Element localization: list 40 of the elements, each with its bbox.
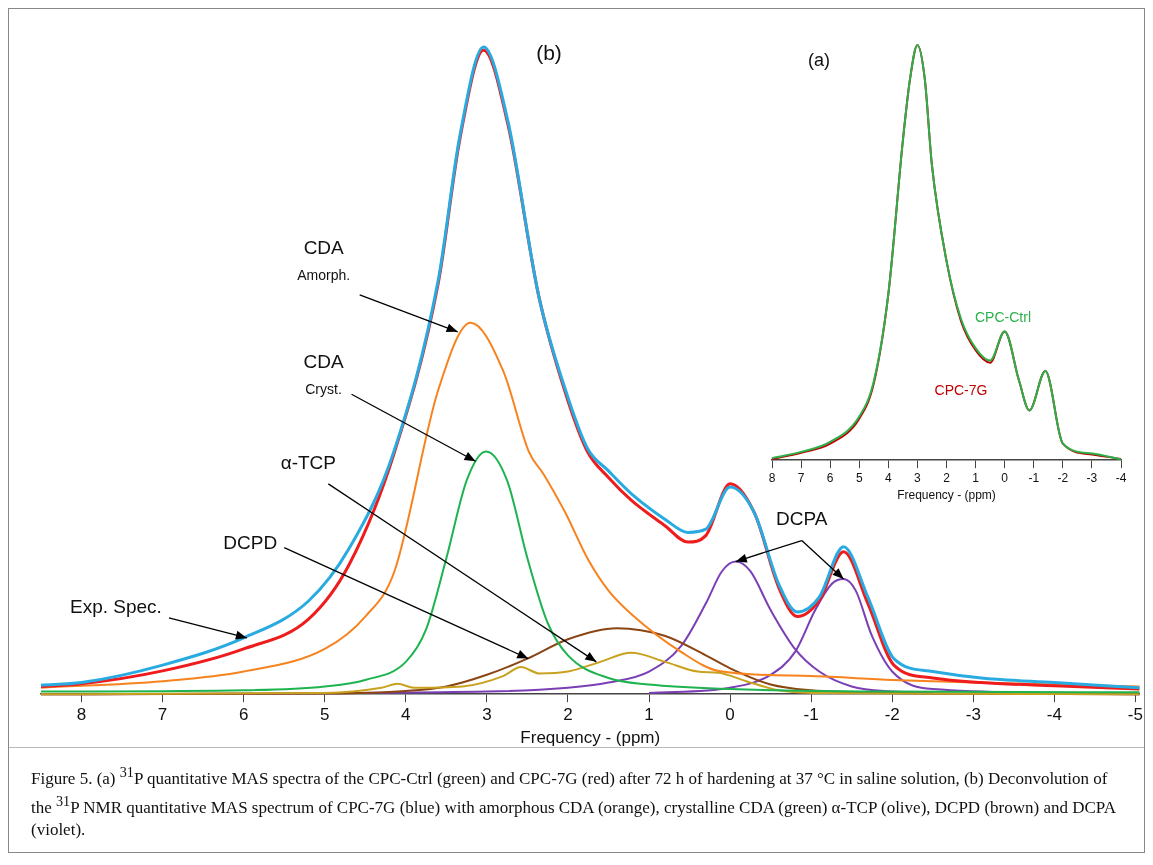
x-tick-label: 3 — [482, 705, 492, 725]
x-tick-label: -3 — [1086, 470, 1098, 485]
x-tick-label: 5 — [855, 470, 863, 485]
x-tick-label: 0 — [1001, 470, 1009, 485]
x-tick-label: 1 — [644, 705, 654, 725]
x-tick-label: -3 — [965, 705, 981, 725]
x-tick-label: 7 — [157, 705, 168, 725]
x-tick-label: 8 — [76, 705, 87, 725]
annotation: α-TCP — [280, 452, 336, 474]
x-tick-label: -1 — [1028, 470, 1040, 485]
x-tick-label: 4 — [884, 470, 892, 485]
series-label: CPC-Ctrl — [975, 308, 1031, 325]
x-tick-label: -4 — [1115, 470, 1127, 485]
text: Figure 5. (a) $^{31}$P quantitative MAS spectra of the CPC-Ctrl (green) and CPC-7G (red) after 72 h of hardening at 37 °C in saline solution, (b) Deconvolution of the $^{31}$P NMR quantitative MAS spectrum of CPC-7G (blue) with amorphous CDA (orange), crystalline CDA (green) α-TCP (olive), DCPD (brown) and DCPA (violet). — [31, 764, 1116, 840]
x-tick-label: 1 — [972, 470, 980, 485]
x-tick-label: -1 — [803, 705, 819, 725]
annotation: CDA Amorph. — [297, 237, 351, 283]
annotation: (b) — [536, 40, 562, 64]
annotation: (a) — [808, 49, 830, 70]
x-tick-label: 4 — [401, 705, 411, 725]
annotation: Exp. Spec. — [69, 596, 162, 618]
x-tick-label: 5 — [320, 705, 330, 725]
x-tick-label: -2 — [1057, 470, 1069, 485]
x-tick-label: -5 — [1127, 705, 1143, 725]
x-axis-title: Frequency - (ppm) — [897, 488, 996, 503]
annotation: CDA Cryst. — [303, 351, 344, 398]
x-tick-label: 8 — [768, 470, 776, 485]
x-tick-label: -2 — [884, 705, 900, 725]
x-tick-label: 0 — [725, 705, 735, 725]
x-tick-label: 3 — [914, 470, 922, 485]
x-tick-label: 6 — [826, 470, 834, 485]
x-tick-label: -4 — [1046, 705, 1062, 725]
x-tick-label: 2 — [943, 470, 951, 485]
annotation: DCPA — [776, 507, 828, 529]
x-tick-label: 2 — [563, 705, 573, 725]
annotation: DCPD — [223, 531, 278, 553]
x-tick-label: 7 — [797, 470, 805, 485]
series-label: CPC-7G — [934, 381, 988, 398]
x-tick-label: 6 — [238, 705, 249, 725]
x-axis-title: Frequency - (ppm) — [520, 728, 661, 748]
